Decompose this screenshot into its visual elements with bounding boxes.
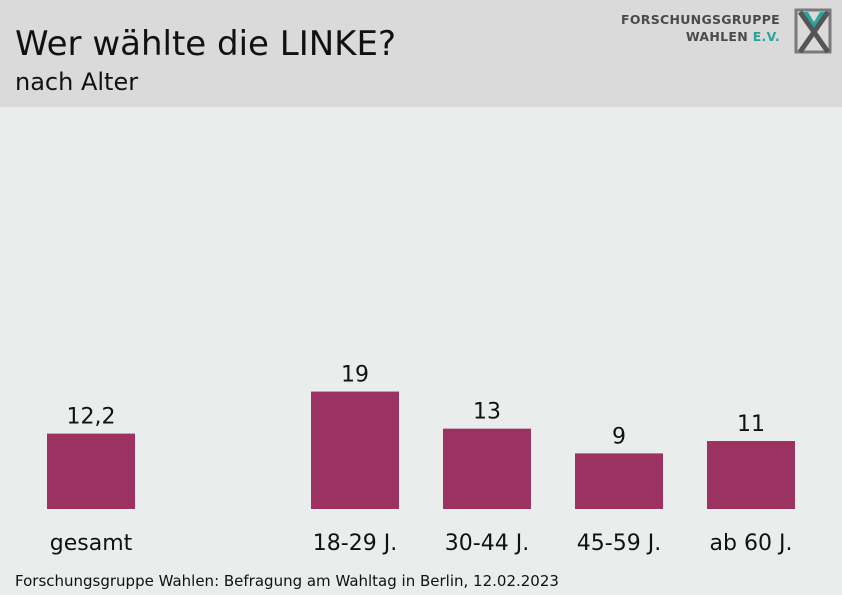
bar-4 [707, 441, 795, 509]
logo-word-wahlen: WAHLEN [685, 29, 749, 44]
bar-value-label-4: 11 [737, 412, 765, 437]
logo-line2: WAHLEN E.V. [686, 29, 780, 44]
bar-chart: 12,2 gesamt 19 18-29 J. 13 30-44 J. 9 45-59 J. 1… [47, 363, 795, 556]
category-label-0: gesamt [50, 531, 133, 556]
source-note: Forschungsgruppe Wahlen: Befragung am Wa… [15, 572, 559, 590]
category-label-3: 45-59 J. [577, 531, 661, 556]
category-label-4: ab 60 J. [710, 531, 793, 556]
bar-2 [443, 428, 531, 509]
logo-x-icon [794, 8, 832, 54]
chart-title: Wer wählte die LINKE? [15, 24, 397, 64]
logo: FORSCHUNGSGRUPPE WAHLEN E.V. [621, 8, 834, 56]
bar-1 [311, 391, 399, 509]
bar-value-label-0: 12,2 [67, 405, 116, 430]
header-bar: Wer wählte die LINKE? nach Alter FORSCHU… [0, 0, 842, 107]
logo-word-ev: E.V. [752, 29, 780, 44]
bar-value-label-3: 9 [612, 424, 626, 449]
bar-0 [47, 433, 135, 509]
bar-value-label-2: 13 [473, 400, 501, 425]
chart-subtitle: nach Alter [15, 68, 139, 96]
bar-3 [575, 453, 663, 509]
bar-value-label-1: 19 [341, 363, 369, 388]
category-label-1: 18-29 J. [313, 531, 397, 556]
category-label-2: 30-44 J. [445, 531, 529, 556]
logo-line1: FORSCHUNGSGRUPPE [621, 12, 780, 27]
